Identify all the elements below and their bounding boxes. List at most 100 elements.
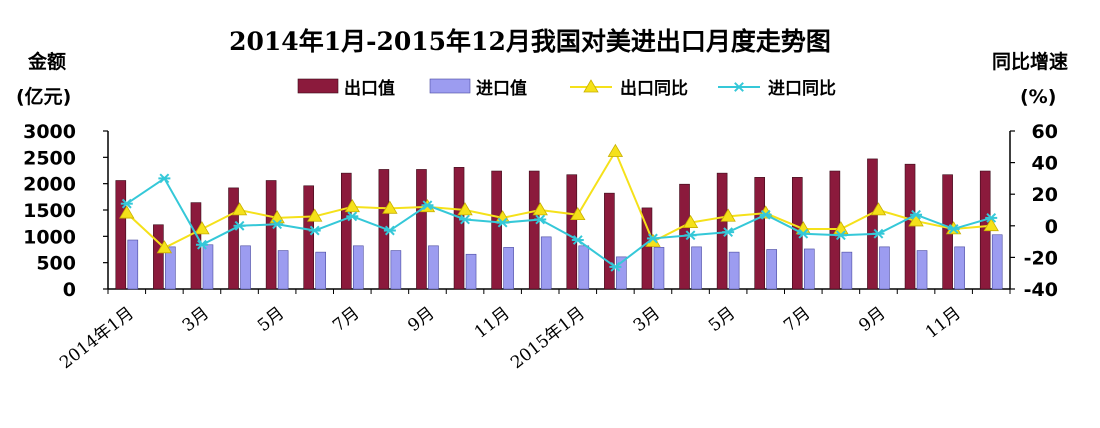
export-bar — [867, 158, 878, 290]
export-bar — [190, 202, 202, 290]
star-stroke — [685, 230, 696, 241]
legend-marker-export-yoy — [583, 79, 599, 93]
star-stroke — [535, 214, 546, 225]
import-bar — [766, 249, 778, 290]
import-yoy-point — [158, 173, 171, 184]
x-tick-label: 5月 — [254, 303, 288, 336]
import-yoy-point — [233, 220, 246, 231]
export-bar — [904, 163, 916, 290]
star-stroke — [347, 211, 358, 222]
import-yoy-point — [308, 225, 321, 236]
export-bar — [153, 224, 164, 290]
export-yoy-point — [307, 208, 323, 222]
legend-label: 出口同比 — [620, 78, 688, 99]
export-yoy-line — [126, 149, 992, 250]
import-yoy-point — [496, 217, 509, 228]
x-tick-label: 2014年1月 — [56, 303, 138, 373]
star-stroke — [835, 230, 846, 241]
import-yoy-point — [195, 239, 208, 250]
import-yoy-point — [271, 219, 284, 230]
import-yoy-point — [571, 235, 584, 245]
import-bar — [428, 245, 439, 290]
import-bar — [277, 250, 289, 290]
export-yoy-point — [720, 208, 736, 222]
chart-title: 2014年1月-2015年12月我国对美进出口月度走势图 — [229, 27, 831, 56]
export-bar — [453, 167, 465, 290]
legend-label: 进口值 — [476, 78, 527, 99]
import-yoy-point — [722, 227, 735, 238]
legend-marker-import-yoy — [733, 82, 745, 92]
left-tick-label: 2000 — [23, 174, 76, 196]
left-tick-label: 1000 — [23, 226, 76, 248]
export-bar — [416, 169, 427, 290]
import-bar — [465, 253, 477, 290]
right-axis-title-line2: (%) — [1020, 86, 1056, 108]
export-bar — [303, 185, 315, 290]
export-yoy-point — [607, 143, 624, 157]
left-tick-label: 2500 — [23, 147, 76, 169]
export-bar — [115, 180, 127, 290]
star-stroke — [497, 217, 508, 228]
x-tick-label: 9月 — [404, 303, 438, 336]
star-stroke — [159, 173, 170, 184]
right-tick-label: 60 — [1032, 121, 1058, 143]
import-yoy-point — [534, 214, 547, 225]
x-tick-label: 7月 — [329, 303, 363, 336]
right-tick-label: -40 — [1024, 279, 1058, 301]
export-yoy-point — [194, 221, 210, 235]
star-stroke — [723, 227, 734, 238]
legend-swatch-import — [429, 78, 471, 94]
star-stroke — [422, 200, 433, 211]
import-bar — [803, 248, 815, 290]
export-bar — [228, 187, 239, 290]
import-bar — [916, 250, 928, 290]
import-yoy-point — [346, 211, 359, 222]
export-bar — [265, 180, 277, 290]
export-bar — [340, 172, 352, 290]
export-bar — [566, 174, 578, 290]
star-stroke — [234, 220, 245, 231]
star-stroke — [760, 209, 771, 220]
star-stroke — [572, 235, 583, 245]
bars-group — [115, 158, 1003, 290]
import-bar — [390, 250, 402, 290]
right-axis-title-line1: 同比增速 — [992, 50, 1068, 73]
left-tick-label: 3000 — [23, 121, 76, 143]
import-bar — [240, 245, 251, 290]
export-yoy-point — [344, 199, 360, 213]
ticks-group: 3000 2500 2000 1500 1000 500 0 60 40 20 0 -20 -40 201… — [23, 121, 1058, 373]
star-stroke — [734, 82, 744, 92]
legend-label: 出口值 — [344, 78, 395, 99]
star-stroke — [610, 261, 621, 272]
import-bar — [653, 247, 665, 290]
star-stroke — [986, 212, 997, 223]
star-stroke — [798, 228, 809, 239]
import-bar — [578, 245, 590, 290]
legend-label: 进口同比 — [768, 78, 836, 99]
import-yoy-point — [421, 200, 434, 211]
export-bar — [641, 207, 653, 290]
x-tick-label: 3月 — [630, 303, 664, 336]
export-yoy-point — [682, 214, 699, 228]
import-bar — [127, 239, 139, 290]
import-yoy-point — [609, 261, 622, 272]
import-bar — [540, 236, 552, 290]
import-yoy-point — [120, 198, 133, 209]
star-stroke — [460, 214, 470, 225]
import-bar — [165, 246, 176, 290]
x-tick-label: 3月 — [179, 303, 213, 336]
export-bar — [604, 192, 615, 290]
left-axis-title-line1: 金额 — [27, 50, 66, 73]
import-bar — [991, 234, 1003, 290]
export-bar — [528, 170, 540, 290]
star-stroke — [384, 225, 395, 236]
star-stroke — [197, 239, 207, 250]
import-bar — [352, 245, 364, 290]
import-yoy-point — [646, 233, 659, 244]
x-tick-label: 7月 — [780, 303, 814, 336]
import-yoy-point — [872, 228, 885, 239]
star-stroke — [309, 225, 320, 236]
export-bar — [491, 170, 502, 290]
export-yoy-point — [570, 206, 586, 221]
